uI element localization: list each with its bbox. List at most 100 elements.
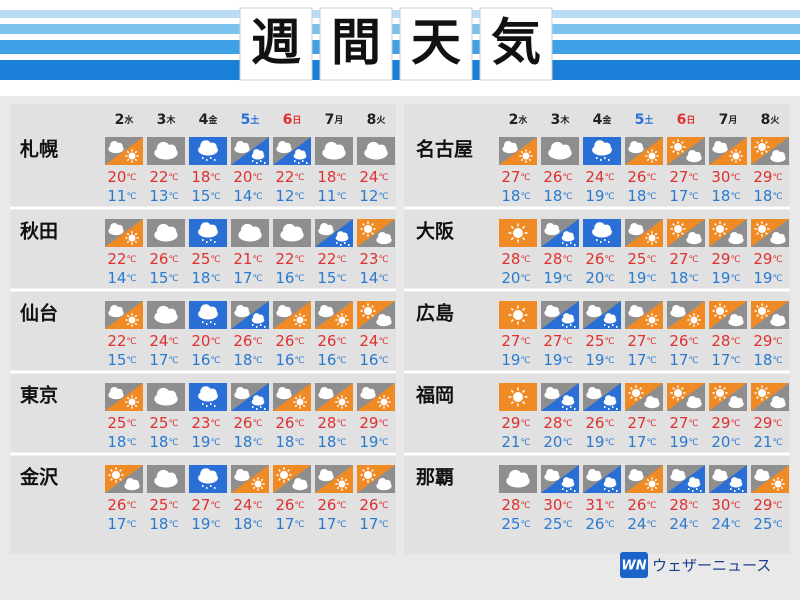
low-temp: 25℃ — [543, 515, 572, 533]
day-weekday: 金 — [207, 114, 218, 126]
temp-unit: ℃ — [520, 356, 530, 366]
sun-ray — [654, 150, 658, 154]
sun-ray — [336, 322, 340, 326]
cloud — [250, 226, 261, 237]
cloud — [116, 388, 123, 396]
high-temp-value: 26 — [317, 332, 336, 350]
high-temp: 20℃ — [107, 168, 136, 186]
weather-icon — [751, 137, 789, 165]
sun — [296, 398, 304, 406]
day-weekday: 金 — [601, 114, 612, 126]
weather-icon — [105, 383, 143, 411]
weather-icon — [751, 219, 789, 247]
high-temp-value: 20 — [191, 332, 210, 350]
low-temp: 18℃ — [233, 515, 262, 533]
weather-icon — [667, 465, 705, 493]
rain-drop — [608, 326, 610, 328]
city-name: 札幌 — [19, 138, 58, 161]
high-temp: 30℃ — [711, 168, 740, 186]
low-temp: 17℃ — [359, 515, 388, 533]
sun-ray — [378, 396, 382, 400]
sun-ray — [681, 232, 684, 235]
weather-icon — [541, 219, 579, 247]
low-temp: 18℃ — [627, 187, 656, 205]
high-temp: 22℃ — [149, 168, 178, 186]
high-temp-value: 26 — [359, 496, 378, 514]
temp-unit: ℃ — [168, 356, 178, 366]
sun-ray — [639, 396, 642, 399]
temp-unit: ℃ — [252, 274, 262, 284]
low-temp-value: 20 — [711, 433, 730, 451]
rain-drop — [202, 239, 204, 241]
high-temp: 24℃ — [359, 168, 388, 186]
sun-ray — [654, 478, 658, 482]
high-temp: 18℃ — [191, 168, 220, 186]
weather-icon — [583, 137, 621, 165]
low-temp-value: 17 — [711, 351, 730, 369]
temp-unit: ℃ — [168, 520, 178, 530]
day-date: 2 — [509, 112, 519, 128]
temp-unit: ℃ — [378, 438, 388, 448]
temp-unit: ℃ — [604, 274, 614, 284]
weather-icon — [583, 219, 621, 247]
temp-unit: ℃ — [168, 173, 178, 183]
high-temp-value: 22 — [275, 168, 294, 186]
sun-ray — [696, 314, 700, 318]
sun-ray — [723, 232, 726, 235]
high-temp: 26℃ — [627, 168, 656, 186]
high-temp-value: 27 — [669, 250, 688, 268]
low-temp: 18℃ — [711, 187, 740, 205]
day-weekday: 水 — [518, 114, 528, 126]
temp-unit: ℃ — [520, 501, 530, 511]
temp-unit: ℃ — [294, 274, 304, 284]
temp-unit: ℃ — [168, 192, 178, 202]
cloud — [694, 478, 700, 485]
temp-unit: ℃ — [562, 337, 572, 347]
temp-unit: ℃ — [772, 438, 782, 448]
high-temp-value: 24 — [233, 496, 252, 514]
high-temp-value: 26 — [275, 332, 294, 350]
low-temp: 18℃ — [149, 433, 178, 451]
low-temp: 25℃ — [501, 515, 530, 533]
temp-unit: ℃ — [730, 501, 740, 511]
rain-drop — [348, 244, 350, 246]
sun-ray — [252, 478, 256, 482]
sun-ray — [344, 404, 348, 408]
high-temp: 24℃ — [359, 332, 388, 350]
sun-ray — [646, 232, 650, 236]
rain-drop — [600, 241, 602, 243]
rain-drop — [574, 408, 576, 410]
day-date: 8 — [367, 112, 377, 128]
low-temp: 18℃ — [107, 433, 136, 451]
high-temp: 30℃ — [543, 496, 572, 514]
temp-unit: ℃ — [336, 192, 346, 202]
low-temp: 18℃ — [149, 515, 178, 533]
rain-drop — [734, 490, 736, 492]
temp-unit: ℃ — [646, 173, 656, 183]
sun-ray — [344, 322, 348, 326]
high-temp: 30℃ — [711, 496, 740, 514]
rain-drop — [738, 488, 740, 490]
sun-ray — [110, 478, 113, 481]
weather-icon — [499, 383, 537, 411]
sun-ray — [294, 314, 298, 318]
high-temp-value: 28 — [711, 332, 730, 350]
high-temp: 27℃ — [627, 414, 656, 432]
temp-unit: ℃ — [520, 192, 530, 202]
low-temp-value: 19 — [543, 269, 562, 287]
temp-unit: ℃ — [562, 192, 572, 202]
sun-ray — [252, 486, 256, 490]
high-temp-value: 29 — [359, 414, 378, 432]
sun — [758, 225, 766, 233]
high-temp-value: 27 — [669, 414, 688, 432]
low-temp-value: 24 — [669, 515, 688, 533]
temp-unit: ℃ — [336, 520, 346, 530]
temp-unit: ℃ — [520, 173, 530, 183]
sun-ray — [371, 305, 374, 308]
temp-unit: ℃ — [378, 192, 388, 202]
cloud — [610, 478, 616, 485]
low-temp: 19℃ — [543, 351, 572, 369]
weather-icon — [315, 465, 353, 493]
temp-unit: ℃ — [604, 520, 614, 530]
sun — [648, 316, 656, 324]
